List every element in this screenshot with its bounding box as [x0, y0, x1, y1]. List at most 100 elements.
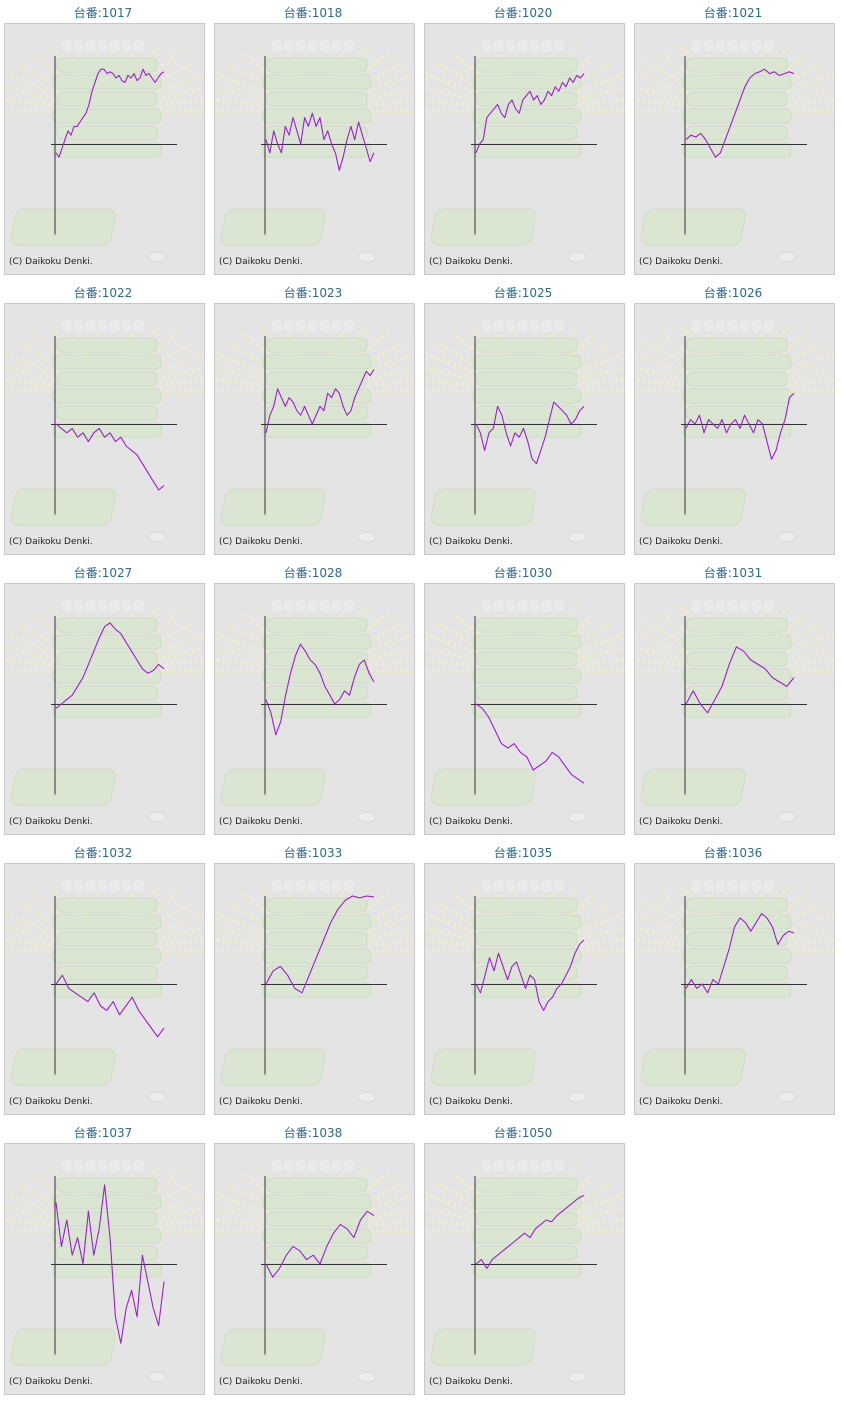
- chart-panel: (C) Daikoku Denki.: [634, 23, 835, 275]
- chart-card[interactable]: 台番:1017 (C) Daikoku Denki.: [0, 0, 206, 276]
- background-illustration: [635, 598, 834, 823]
- background-illustration: [5, 38, 204, 263]
- chart-panel: (C) Daikoku Denki.: [214, 583, 415, 835]
- series-line: [685, 392, 795, 460]
- background-illustration: [635, 38, 834, 263]
- series-line: [685, 913, 795, 994]
- background-illustration: [5, 878, 204, 1103]
- copyright-text: (C) Daikoku Denki.: [219, 1097, 303, 1107]
- chart-card[interactable]: 台番:1037 (C) Daikoku Denki.: [0, 1120, 206, 1396]
- copyright-text: (C) Daikoku Denki.: [9, 257, 93, 267]
- machine-number-title[interactable]: 台番:1017: [73, 6, 133, 20]
- machine-number-title[interactable]: 台番:1021: [703, 6, 763, 20]
- series-line: [265, 112, 375, 171]
- machine-number-title[interactable]: 台番:1026: [703, 286, 763, 300]
- machine-number-title[interactable]: 台番:1032: [73, 846, 133, 860]
- copyright-text: (C) Daikoku Denki.: [9, 1377, 93, 1387]
- line-chart-svg: [425, 1158, 624, 1383]
- background-illustration: [635, 878, 834, 1103]
- line-chart-svg: [635, 38, 834, 263]
- background-illustration: [5, 1158, 204, 1383]
- chart-card[interactable]: 台番:1028 (C) Daikoku Denki.: [210, 560, 416, 836]
- line-chart-svg: [215, 38, 414, 263]
- series-line: [685, 646, 795, 714]
- machine-number-title[interactable]: 台番:1020: [493, 6, 553, 20]
- chart-card[interactable]: 台番:1023 (C) Daikoku Denki.: [210, 280, 416, 556]
- copyright-text: (C) Daikoku Denki.: [429, 1097, 513, 1107]
- chart-card[interactable]: 台番:1031 (C) Daikoku Denki.: [630, 560, 836, 836]
- copyright-text: (C) Daikoku Denki.: [219, 537, 303, 547]
- series-line: [55, 1184, 165, 1344]
- copyright-text: (C) Daikoku Denki.: [219, 1377, 303, 1387]
- chart-card[interactable]: 台番:1050 (C) Daikoku Denki.: [420, 1120, 626, 1396]
- line-chart-svg: [425, 878, 624, 1103]
- line-chart-svg: [5, 598, 204, 823]
- line-chart-svg: [5, 38, 204, 263]
- chart-panel: (C) Daikoku Denki.: [214, 303, 415, 555]
- line-chart-svg: [425, 38, 624, 263]
- machine-number-title[interactable]: 台番:1027: [73, 566, 133, 580]
- copyright-text: (C) Daikoku Denki.: [429, 257, 513, 267]
- chart-panel: (C) Daikoku Denki.: [424, 303, 625, 555]
- series-line: [55, 423, 165, 491]
- chart-card[interactable]: 台番:1022 (C) Daikoku Denki.: [0, 280, 206, 556]
- chart-panel: (C) Daikoku Denki.: [214, 1143, 415, 1395]
- machine-number-title[interactable]: 台番:1031: [703, 566, 763, 580]
- copyright-text: (C) Daikoku Denki.: [429, 537, 513, 547]
- chart-card[interactable]: 台番:1036 (C) Daikoku Denki.: [630, 840, 836, 1116]
- line-chart-svg: [215, 878, 414, 1103]
- chart-card[interactable]: 台番:1026 (C) Daikoku Denki.: [630, 280, 836, 556]
- machine-number-title[interactable]: 台番:1030: [493, 566, 553, 580]
- background-illustration: [5, 318, 204, 543]
- line-chart-svg: [635, 878, 834, 1103]
- chart-card[interactable]: 台番:1030 (C) Daikoku Denki.: [420, 560, 626, 836]
- series-line: [265, 1210, 375, 1278]
- chart-card[interactable]: 台番:1025 (C) Daikoku Denki.: [420, 280, 626, 556]
- series-line: [475, 703, 585, 784]
- line-chart-svg: [5, 1158, 204, 1383]
- chart-panel: (C) Daikoku Denki.: [634, 303, 835, 555]
- chart-card[interactable]: 台番:1020 (C) Daikoku Denki.: [420, 0, 626, 276]
- background-illustration: [215, 878, 414, 1103]
- background-illustration: [635, 318, 834, 543]
- copyright-text: (C) Daikoku Denki.: [639, 1097, 723, 1107]
- machine-number-title[interactable]: 台番:1037: [73, 1126, 133, 1140]
- machine-number-title[interactable]: 台番:1028: [283, 566, 343, 580]
- series-line: [685, 68, 795, 158]
- chart-card[interactable]: 台番:1027 (C) Daikoku Denki.: [0, 560, 206, 836]
- series-line: [55, 68, 165, 158]
- chart-card[interactable]: 台番:1038 (C) Daikoku Denki.: [210, 1120, 416, 1396]
- chart-card[interactable]: 台番:1021 (C) Daikoku Denki.: [630, 0, 836, 276]
- chart-card[interactable]: 台番:1032 (C) Daikoku Denki.: [0, 840, 206, 1116]
- machine-number-title[interactable]: 台番:1050: [493, 1126, 553, 1140]
- copyright-text: (C) Daikoku Denki.: [219, 817, 303, 827]
- machine-number-title[interactable]: 台番:1022: [73, 286, 133, 300]
- chart-panel: (C) Daikoku Denki.: [424, 863, 625, 1115]
- chart-card[interactable]: 台番:1035 (C) Daikoku Denki.: [420, 840, 626, 1116]
- chart-card[interactable]: 台番:1018 (C) Daikoku Denki.: [210, 0, 416, 276]
- chart-panel: (C) Daikoku Denki.: [424, 583, 625, 835]
- background-illustration: [425, 878, 624, 1103]
- chart-panel: (C) Daikoku Denki.: [4, 863, 205, 1115]
- series-line: [55, 622, 165, 709]
- machine-number-title[interactable]: 台番:1036: [703, 846, 763, 860]
- chart-panel: (C) Daikoku Denki.: [4, 1143, 205, 1395]
- machine-number-title[interactable]: 台番:1018: [283, 6, 343, 20]
- line-chart-svg: [215, 318, 414, 543]
- chart-card[interactable]: 台番:1033 (C) Daikoku Denki.: [210, 840, 416, 1116]
- chart-panel: (C) Daikoku Denki.: [214, 23, 415, 275]
- background-illustration: [425, 38, 624, 263]
- machine-number-title[interactable]: 台番:1025: [493, 286, 553, 300]
- copyright-text: (C) Daikoku Denki.: [9, 817, 93, 827]
- machine-number-title[interactable]: 台番:1038: [283, 1126, 343, 1140]
- chart-panel: (C) Daikoku Denki.: [424, 23, 625, 275]
- line-chart-svg: [425, 598, 624, 823]
- background-illustration: [425, 1158, 624, 1383]
- machine-number-title[interactable]: 台番:1023: [283, 286, 343, 300]
- copyright-text: (C) Daikoku Denki.: [639, 257, 723, 267]
- machine-number-title[interactable]: 台番:1035: [493, 846, 553, 860]
- chart-panel: (C) Daikoku Denki.: [4, 583, 205, 835]
- copyright-text: (C) Daikoku Denki.: [9, 1097, 93, 1107]
- machine-number-title[interactable]: 台番:1033: [283, 846, 343, 860]
- series-line: [475, 73, 585, 154]
